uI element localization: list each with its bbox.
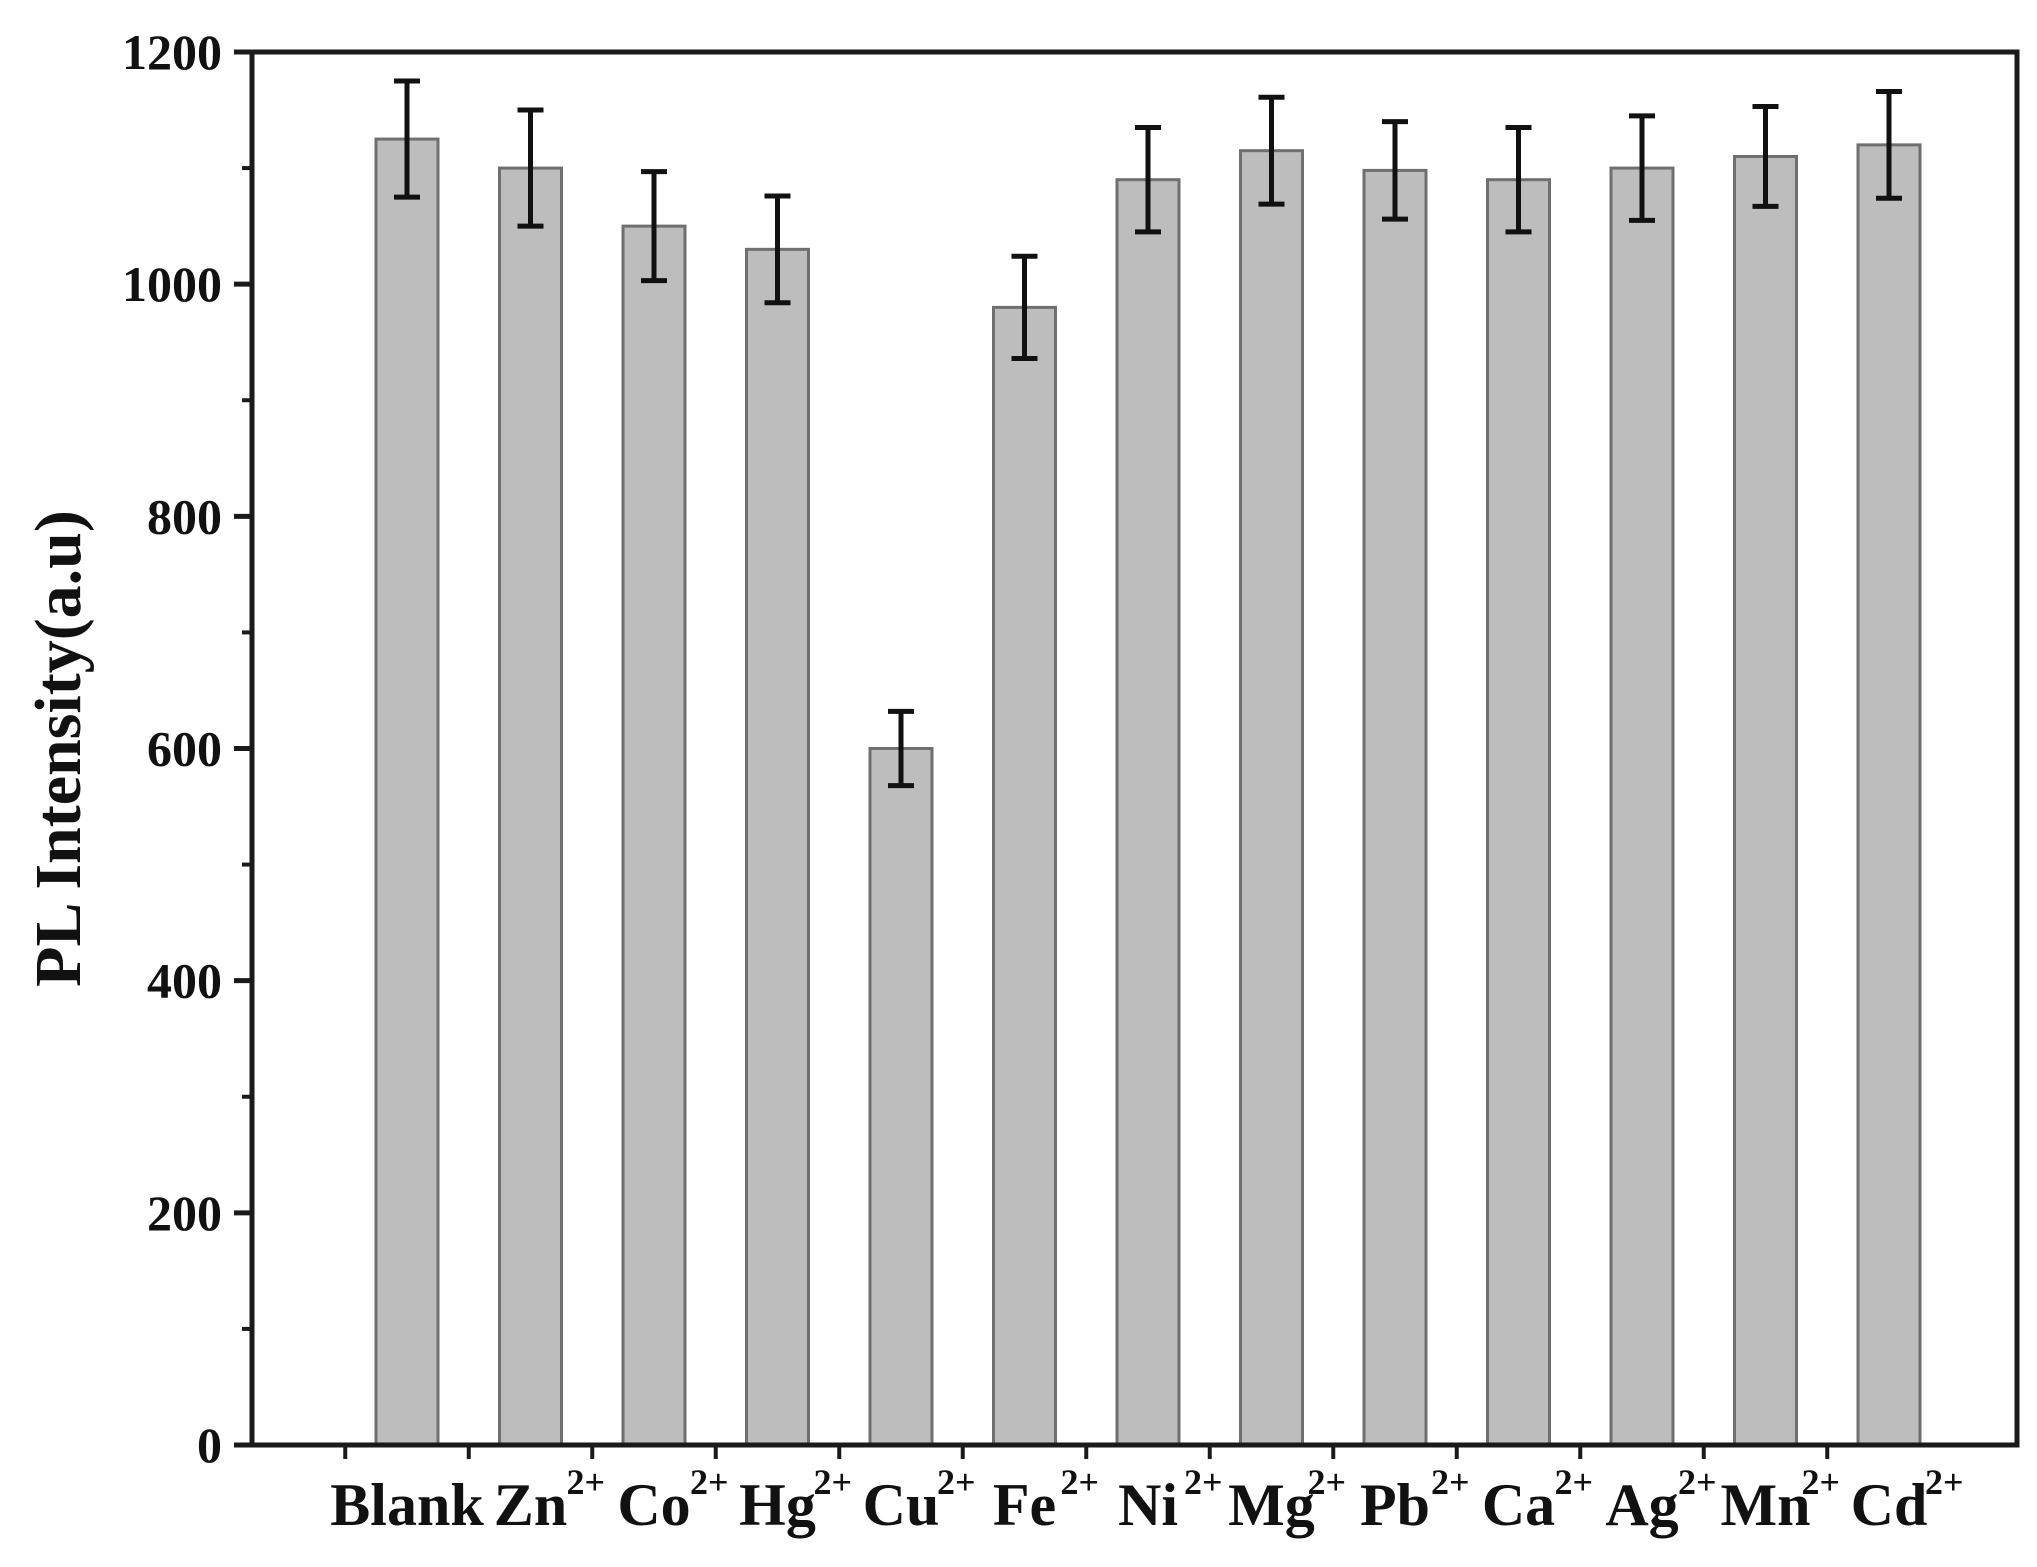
x-category-base: Ni bbox=[1118, 1472, 1178, 1538]
x-category-sup: 2+ bbox=[1431, 1462, 1470, 1502]
bars-layer bbox=[374, 137, 1922, 1447]
x-category-base: Pb bbox=[1360, 1472, 1430, 1538]
bar bbox=[868, 747, 934, 1447]
y-tick-label: 1200 bbox=[122, 24, 222, 80]
x-category-base: Zn bbox=[494, 1472, 567, 1538]
x-category-sup: 2+ bbox=[1061, 1462, 1100, 1502]
error-bar bbox=[888, 708, 914, 789]
y-tick-label: 600 bbox=[147, 721, 222, 777]
bar bbox=[621, 224, 687, 1447]
x-category-base: Ag bbox=[1605, 1472, 1678, 1538]
error-bar bbox=[1876, 88, 1902, 201]
bar bbox=[1362, 168, 1428, 1447]
y-tick-label: 1000 bbox=[122, 256, 222, 312]
x-category-label: Mn2+ bbox=[1721, 1462, 1841, 1538]
x-category-base: Cu bbox=[863, 1472, 940, 1538]
x-category-sup: 2+ bbox=[1802, 1462, 1841, 1502]
x-category-label: Cd2+ bbox=[1851, 1462, 1964, 1538]
x-category-label: Ni 2+ bbox=[1118, 1462, 1223, 1538]
x-category-base: Ca bbox=[1482, 1472, 1555, 1538]
x-category-label: Zn 2+ bbox=[494, 1462, 605, 1538]
x-category-label: Co 2+ bbox=[617, 1462, 728, 1538]
error-bar bbox=[1135, 124, 1161, 235]
error-bar bbox=[1011, 253, 1038, 361]
x-category-label: Ag 2+ bbox=[1605, 1462, 1716, 1538]
bar bbox=[745, 247, 810, 1447]
bar bbox=[374, 137, 440, 1447]
error-bar bbox=[1752, 104, 1779, 209]
x-category-sup: 2+ bbox=[1925, 1462, 1964, 1502]
bar bbox=[1733, 154, 1798, 1447]
x-category-sup: 2+ bbox=[1555, 1462, 1594, 1502]
x-axis-ticks bbox=[343, 1445, 1830, 1459]
x-category-base: Cd bbox=[1851, 1472, 1928, 1538]
error-bar bbox=[394, 78, 420, 200]
x-category-sup: 2+ bbox=[690, 1462, 729, 1502]
y-tick-label: 200 bbox=[147, 1185, 222, 1241]
x-category-label: Cu2+ bbox=[863, 1462, 976, 1538]
x-category-sup: 2+ bbox=[937, 1462, 976, 1502]
bar bbox=[1239, 149, 1304, 1447]
bar bbox=[992, 305, 1057, 1447]
x-category-base: Blank bbox=[330, 1472, 484, 1538]
error-bar bbox=[1258, 94, 1285, 207]
x-category-sup: 2+ bbox=[1308, 1462, 1347, 1502]
x-category-base: Co bbox=[617, 1472, 690, 1538]
y-tick-label: 0 bbox=[197, 1417, 222, 1473]
error-bar bbox=[641, 169, 667, 284]
bar bbox=[1609, 166, 1675, 1447]
x-category-label: Fe 2+ bbox=[993, 1462, 1099, 1538]
x-category-label: Pb 2+ bbox=[1360, 1462, 1470, 1538]
x-category-sup: 2+ bbox=[1184, 1462, 1223, 1502]
x-category-label: Blank bbox=[330, 1472, 484, 1538]
x-category-base: Fe bbox=[993, 1472, 1056, 1538]
x-axis-labels: Blank Zn 2+ Co 2+ Hg2+ Cu2+ Fe 2+ Ni 2+ Mg2+ Pb 2+ Ca 2… bbox=[330, 1462, 1963, 1538]
error-bar bbox=[1382, 119, 1408, 222]
x-category-base: Mg bbox=[1228, 1472, 1315, 1538]
x-category-base: Mn bbox=[1721, 1472, 1811, 1538]
x-category-sup: 2+ bbox=[1678, 1462, 1717, 1502]
x-category-label: Hg2+ bbox=[739, 1462, 852, 1538]
x-category-label: Mg2+ bbox=[1228, 1462, 1346, 1538]
y-axis-title: PL Intensity(a.u) bbox=[22, 510, 95, 987]
y-tick-label: 800 bbox=[147, 488, 222, 544]
bar bbox=[1856, 143, 1922, 1447]
bar bbox=[1486, 178, 1551, 1447]
error-bar bbox=[517, 107, 544, 229]
x-category-label: Ca 2+ bbox=[1482, 1462, 1593, 1538]
bar bbox=[1115, 178, 1181, 1447]
x-category-sup: 2+ bbox=[567, 1462, 606, 1502]
error-bar bbox=[1629, 113, 1655, 223]
y-tick-label: 400 bbox=[147, 953, 222, 1009]
y-axis-ticks: 0 200 400 600 800 1000 1200 bbox=[122, 24, 252, 1473]
error-bar bbox=[764, 193, 791, 306]
x-category-base: Hg bbox=[739, 1472, 816, 1538]
bar bbox=[498, 166, 563, 1447]
x-category-sup: 2+ bbox=[814, 1462, 853, 1502]
error-bars-layer bbox=[394, 78, 1902, 789]
error-bar bbox=[1505, 124, 1532, 235]
